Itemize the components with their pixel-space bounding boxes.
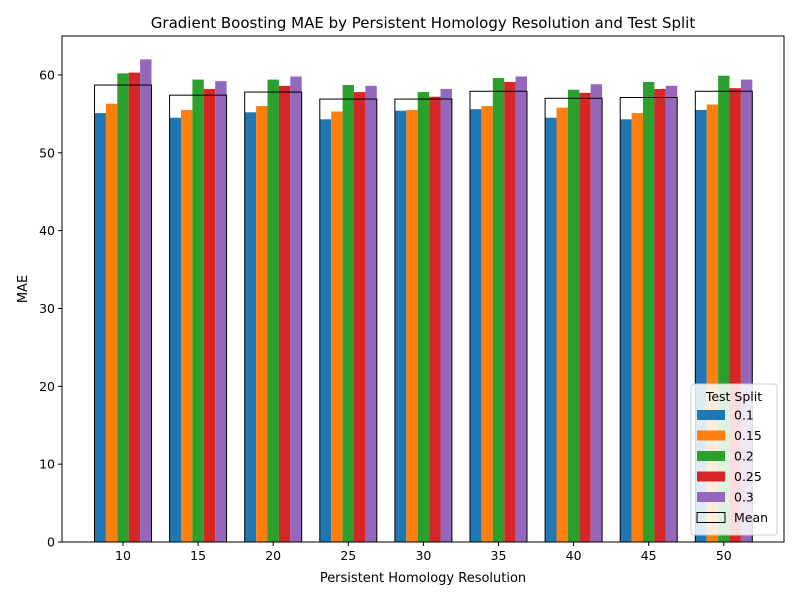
x-tick-label: 30 [415, 548, 431, 563]
bar-10-split-0.25 [128, 72, 141, 542]
x-tick-label: 40 [566, 548, 582, 563]
bar-20-split-0.3 [290, 76, 302, 542]
legend-swatch-0.25 [697, 471, 725, 482]
bar-50-split-0.2 [718, 75, 730, 542]
bar-30-split-0.15 [406, 109, 418, 542]
bar-45-split-0.1 [620, 119, 632, 543]
y-tick-label: 0 [47, 535, 55, 550]
bars-layer [94, 59, 753, 543]
legend-swatch-0.2 [697, 451, 725, 461]
x-tick-label: 10 [115, 548, 131, 563]
bar-40-split-0.1 [545, 117, 557, 543]
bar-50-split-0.3 [740, 79, 753, 542]
bar-40-split-0.3 [590, 84, 603, 542]
bar-15-split-0.15 [181, 109, 193, 542]
legend: Test Split 0.1 0.15 0.2 0.25 0.3 Mean [690, 383, 778, 536]
bar-30-split-0.25 [429, 96, 441, 542]
bar-45-split-0.15 [631, 113, 643, 542]
legend-title: Test Split [705, 389, 762, 404]
legend-label-0.1: 0.1 [734, 408, 754, 423]
bar-10-split-0.1 [94, 113, 106, 542]
bar-30-split-0.3 [440, 88, 452, 542]
bar-45-split-0.2 [643, 81, 655, 543]
bar-30-split-0.2 [417, 92, 430, 543]
y-tick-label: 50 [39, 145, 55, 160]
y-tick-label: 20 [39, 379, 55, 394]
legend-swatch-0.15 [697, 430, 725, 441]
y-tick-label: 30 [39, 301, 55, 316]
x-tick-label: 15 [190, 548, 206, 563]
bar-10-split-0.3 [140, 59, 152, 542]
bar-15-split-0.1 [169, 117, 181, 543]
y-tick-label: 10 [39, 457, 55, 472]
bar-35-split-0.3 [515, 76, 527, 542]
chart-title: Gradient Boosting MAE by Persistent Homo… [151, 14, 696, 32]
bar-35-split-0.15 [481, 106, 493, 542]
bar-50-split-0.25 [729, 88, 741, 542]
bar-15-split-0.25 [203, 88, 216, 542]
legend-label-0.3: 0.3 [734, 490, 754, 505]
legend-swatch-0.1 [697, 410, 725, 420]
bar-20-split-0.2 [267, 79, 279, 542]
bar-25-split-0.3 [365, 85, 377, 542]
x-tick-label: 20 [265, 548, 281, 563]
y-tick-label: 60 [39, 67, 55, 82]
bar-45-split-0.3 [665, 85, 678, 542]
bar-20-split-0.25 [278, 85, 291, 542]
axes-layer: 0 10 20 30 40 50 60 10 15 20 25 30 35 40 45 50 [39, 35, 785, 563]
y-tick-label: 40 [39, 223, 55, 238]
legend-label-0.2: 0.2 [734, 449, 754, 464]
bar-20-split-0.15 [256, 106, 268, 542]
bar-20-split-0.1 [244, 112, 257, 542]
legend-swatch-Mean [696, 512, 726, 523]
bar-35-split-0.2 [492, 78, 505, 542]
bar-35-split-0.1 [470, 109, 482, 543]
bar-30-split-0.1 [394, 110, 407, 542]
legend-swatch-0.3 [697, 492, 725, 502]
bar-50-split-0.1 [695, 109, 707, 542]
bar-35-split-0.25 [504, 81, 516, 543]
bar-15-split-0.3 [215, 81, 227, 543]
bar-25-split-0.1 [319, 119, 332, 543]
bar-25-split-0.25 [354, 92, 366, 543]
bar-25-split-0.2 [342, 85, 354, 542]
bar-50-split-0.15 [706, 104, 719, 542]
bar-10-split-0.2 [117, 73, 129, 543]
legend-label-Mean: Mean [734, 510, 768, 525]
x-axis-label: Persistent Homology Resolution [320, 571, 526, 586]
bar-25-split-0.15 [331, 111, 343, 542]
legend-label-0.15: 0.15 [734, 428, 762, 443]
x-tick-label: 35 [491, 548, 507, 563]
bar-45-split-0.25 [654, 88, 666, 542]
bar-40-split-0.25 [579, 92, 591, 542]
y-axis-label: MAE [16, 275, 31, 303]
x-tick-label: 25 [340, 548, 356, 563]
x-tick-label: 50 [716, 548, 732, 563]
bar-15-split-0.2 [192, 79, 204, 542]
bar-10-split-0.15 [105, 103, 118, 542]
legend-label-0.25: 0.25 [734, 469, 762, 484]
bar-40-split-0.2 [567, 89, 580, 543]
x-tick-label: 45 [641, 548, 657, 563]
bar-40-split-0.15 [556, 107, 568, 543]
